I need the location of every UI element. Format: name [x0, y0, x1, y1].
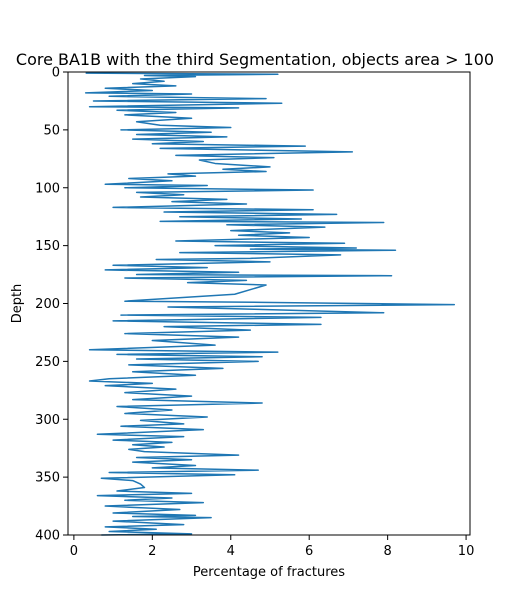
x-axis-label: Percentage of fractures: [193, 565, 345, 580]
y-tick-label: 350: [35, 471, 60, 486]
x-axis: 0 2 4 6 8 10: [70, 535, 475, 559]
x-tick-label: 4: [227, 544, 235, 559]
y-tick-label: 250: [35, 355, 60, 370]
y-tick-label: 0: [52, 66, 60, 81]
x-tick-label: 2: [148, 544, 156, 559]
series-line-0: [84, 72, 456, 536]
chart-title: Core BA1B with the third Segmentation, o…: [16, 50, 494, 69]
y-tick-label: 150: [35, 239, 60, 254]
x-tick-label: 10: [458, 544, 475, 559]
series-layer: [84, 72, 456, 536]
x-tick-label: 6: [305, 544, 313, 559]
y-axis: 0 50 100 150 200 250 300 350 400: [35, 66, 68, 544]
y-tick-label: 100: [35, 181, 60, 196]
y-tick-label: 300: [35, 413, 60, 428]
y-axis-label: Depth: [10, 284, 25, 324]
y-tick-label: 400: [35, 529, 60, 544]
y-tick-label: 200: [35, 297, 60, 312]
y-tick-label: 50: [43, 123, 60, 138]
x-tick-label: 0: [70, 544, 78, 559]
x-tick-label: 8: [383, 544, 391, 559]
